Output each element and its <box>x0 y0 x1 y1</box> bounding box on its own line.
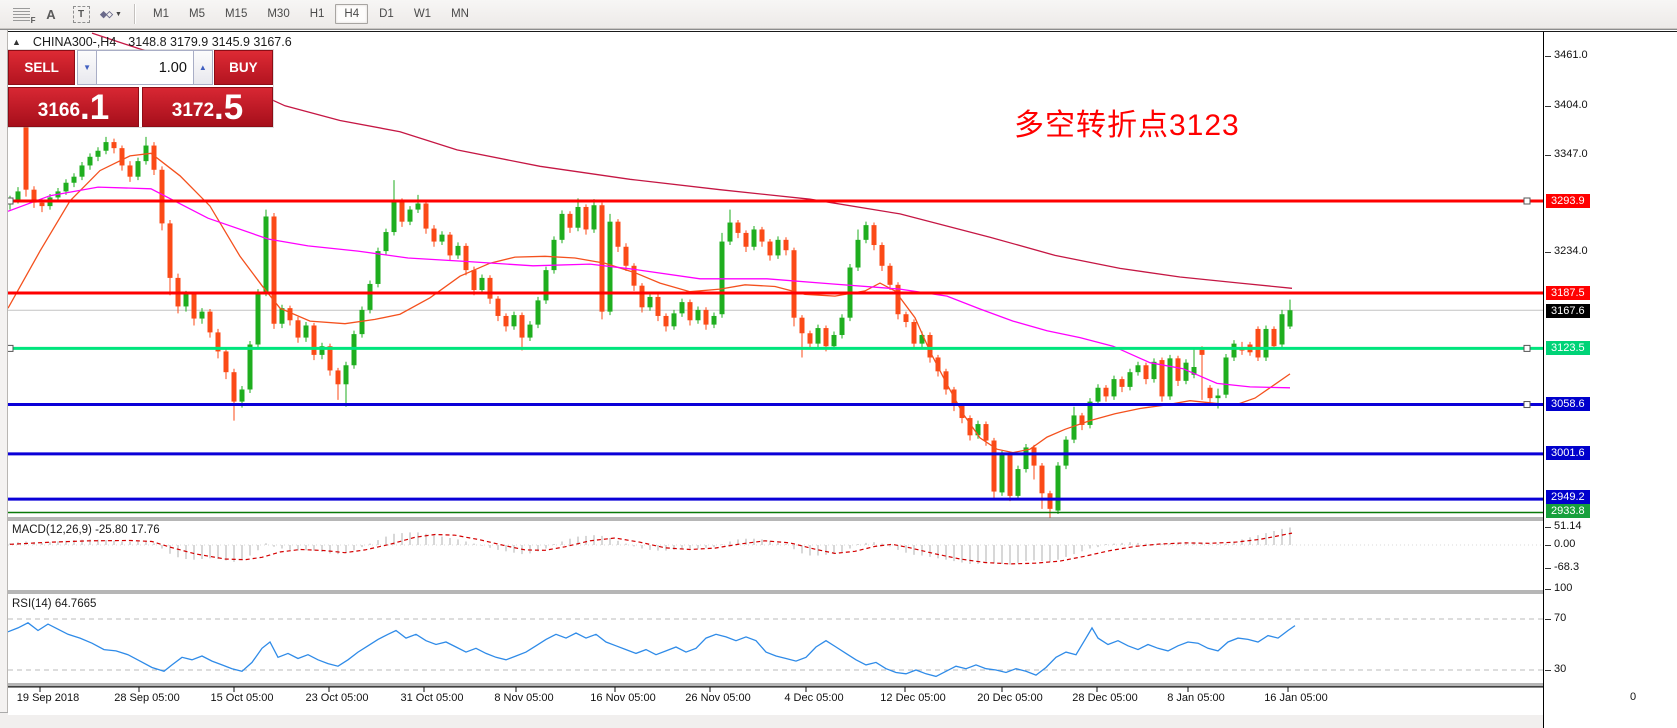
price-line-badge: 3001.6 <box>1546 446 1590 460</box>
toolbar-separator <box>134 4 135 24</box>
toolbar: F A T ◆◇ ▼ M1 M5 M15 M30 H1 H4 D1 W1 MN <box>0 0 1677 29</box>
volume-decrease-button[interactable]: ▼ <box>77 50 97 85</box>
price-tick-label: 3234.0 <box>1545 245 1588 257</box>
timeframe-button-group: M1 M5 M15 M30 H1 H4 D1 W1 MN <box>143 4 479 24</box>
sell-price-button[interactable]: 3166 .1 <box>8 87 139 127</box>
shapes-icon[interactable]: ◆◇ ▼ <box>100 8 122 19</box>
time-axis-label: 28 Sep 05:00 <box>114 692 180 704</box>
rsi-zero-label: 0 <box>1630 691 1637 703</box>
time-axis-label: 31 Oct 05:00 <box>400 692 464 704</box>
time-axis-label: 16 Nov 05:00 <box>590 692 656 704</box>
price-axis: 3461.0 3404.0 3347.0 3234.0 51.14 0.00 -68.3 10… <box>1543 32 1677 728</box>
volume-input[interactable] <box>96 50 193 85</box>
time-axis-label: 28 Dec 05:00 <box>1072 692 1138 704</box>
ohlc-values: 3148.8 3179.9 3145.9 3167.6 <box>128 35 292 49</box>
time-axis-label: 15 Oct 05:00 <box>210 692 274 704</box>
buy-price-button[interactable]: 3172 .5 <box>142 87 273 127</box>
price-tick-label: 3404.0 <box>1545 99 1588 111</box>
symbols-grid-icon[interactable]: F <box>8 3 36 25</box>
timeframe-button-m1[interactable]: M1 <box>153 8 169 20</box>
timeframe-button-h1[interactable]: H1 <box>309 8 325 20</box>
timeframe-button-mn[interactable]: MN <box>451 8 469 20</box>
chart-window: ▲ CHINA300-,H4 3148.8 3179.9 3145.9 3167… <box>0 29 1677 728</box>
time-axis-label: 23 Oct 05:00 <box>305 692 369 704</box>
price-line-badge: 3167.6 <box>1546 304 1590 318</box>
text-label-icon[interactable]: T <box>68 3 94 25</box>
timeframe-button-d1[interactable]: D1 <box>379 8 394 20</box>
timeframe-button-m5[interactable]: M5 <box>188 8 205 20</box>
chart-annotation-text: 多空转折点3123 <box>1014 109 1240 142</box>
buy-price-int: 3172 <box>171 100 215 121</box>
macd-level-label: 51.14 <box>1545 520 1582 532</box>
one-click-trading-panel: SELL ▼ ▲ BUY 3166 .1 3172 .5 <box>8 50 274 127</box>
price-line-badge: 2933.8 <box>1546 504 1590 518</box>
price-line-badge: 3187.5 <box>1546 286 1590 300</box>
volume-increase-button[interactable]: ▲ <box>192 50 213 85</box>
time-axis-label: 4 Dec 05:00 <box>784 692 844 704</box>
price-line-badge: 2949.2 <box>1546 490 1590 504</box>
sell-price-int: 3166 <box>37 100 81 121</box>
macd-level-label: -68.3 <box>1544 561 1580 573</box>
macd-indicator-label: MACD(12,26,9) -25.80 17.76 <box>12 524 160 536</box>
chart-canvas[interactable] <box>8 32 1543 715</box>
timeframe-button-h4[interactable]: H4 <box>335 4 369 24</box>
symbol-timeframe-label: CHINA300-,H4 <box>32 35 117 49</box>
window-left-edge <box>0 30 8 728</box>
toolbar-icon-group: F A T ◆◇ ▼ <box>8 3 128 25</box>
time-axis-label: 16 Jan 05:00 <box>1264 692 1328 704</box>
annotate-letter-icon[interactable]: A <box>46 6 56 22</box>
price-tick-label: 3347.0 <box>1545 148 1588 160</box>
time-axis-label: 20 Dec 05:00 <box>977 692 1043 704</box>
chevron-up-icon: ▲ <box>198 63 207 72</box>
buy-button[interactable]: BUY <box>213 50 274 85</box>
time-axis-label: 19 Sep 2018 <box>16 692 80 704</box>
collapse-ohlc-icon[interactable]: ▲ <box>12 37 21 47</box>
time-axis-label: 8 Nov 05:00 <box>494 692 554 704</box>
price-line-badge: 3293.9 <box>1546 194 1590 208</box>
rsi-level-label: 70 <box>1544 612 1567 624</box>
rsi-level-label: 30 <box>1544 663 1567 675</box>
time-axis-label: 8 Jan 05:00 <box>1167 692 1225 704</box>
timeframe-button-w1[interactable]: W1 <box>413 8 432 20</box>
timeframe-button-m15[interactable]: M15 <box>224 8 248 20</box>
time-axis-label: 12 Dec 05:00 <box>880 692 946 704</box>
price-line-badge: 3123.5 <box>1546 341 1590 355</box>
window-border <box>0 31 1677 32</box>
chevron-down-icon: ▼ <box>83 63 92 72</box>
rsi-level-label: 100 <box>1544 582 1573 594</box>
price-line-badge: 3058.6 <box>1546 397 1590 411</box>
timeframe-button-m30[interactable]: M30 <box>267 8 290 20</box>
macd-level-label: 0.00 <box>1544 538 1576 550</box>
time-axis-label: 26 Nov 05:00 <box>685 692 751 704</box>
rsi-indicator-label: RSI(14) 64.7665 <box>12 598 97 610</box>
price-tick-label: 3461.0 <box>1545 49 1588 61</box>
sell-button[interactable]: SELL <box>8 50 76 85</box>
chart-title-row: ▲ CHINA300-,H4 3148.8 3179.9 3145.9 3167… <box>12 35 292 49</box>
sell-price-dec: .1 <box>80 88 110 128</box>
buy-price-dec: .5 <box>214 88 244 128</box>
